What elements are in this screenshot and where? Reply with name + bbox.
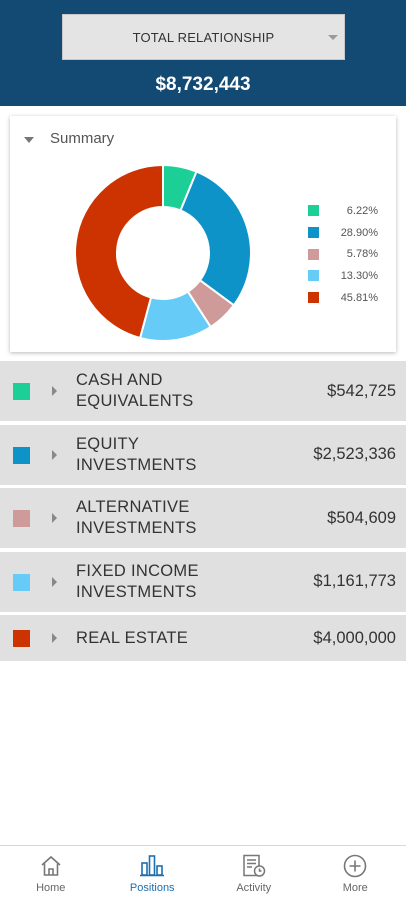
position-row-equity[interactable]: EQUITY INVESTMENTS $2,523,336 (0, 424, 406, 485)
position-name: CASH AND EQUIVALENTS (76, 371, 194, 410)
legend-item: 28.90% (308, 222, 378, 244)
relationship-select-label: TOTAL RELATIONSHIP (132, 29, 275, 45)
plus-circle-icon (343, 854, 367, 878)
legend-swatch (308, 270, 319, 282)
positions-list: CASH AND EQUIVALENTS $542,725 EQUITY INV… (0, 361, 406, 665)
legend-percent: 45.81% (340, 291, 378, 304)
donut-slice[interactable] (179, 170, 252, 307)
summary-card: Summary 6.22% 28.90% 5.78% 13.30% 45.81% (10, 116, 396, 352)
position-amount: $542,725 (327, 381, 396, 400)
legend-item: 45.81% (308, 287, 378, 309)
position-amount: $1,161,773 (313, 572, 396, 590)
nav-activity[interactable]: Activity (203, 846, 305, 900)
legend-percent: 13.30% (340, 269, 378, 282)
collapse-triangle-icon (24, 136, 34, 143)
nav-more-label: More (342, 882, 368, 894)
category-swatch (13, 446, 30, 464)
donut-chart (74, 163, 252, 342)
donut-slice[interactable] (74, 163, 164, 340)
category-swatch (13, 630, 30, 647)
chevron-right-icon (52, 576, 57, 587)
position-row-alternative[interactable]: ALTERNATIVE INVESTMENTS $504,609 (0, 488, 406, 548)
nav-home[interactable]: Home (0, 846, 102, 900)
position-name: FIXED INCOME INVESTMENTS (76, 561, 199, 601)
chevron-right-icon (52, 513, 57, 523)
bar-chart-icon (140, 855, 165, 877)
nav-more[interactable]: More (305, 846, 406, 900)
bottom-nav: Home Positions Activity More (0, 845, 406, 900)
summary-toggle[interactable]: Summary (24, 130, 114, 147)
legend-item: 6.22% (308, 200, 378, 222)
total-value: $8,732,443 (155, 74, 251, 95)
chevron-right-icon (52, 449, 57, 460)
category-swatch (13, 510, 30, 527)
legend-item: 5.78% (308, 243, 378, 265)
summary-label: Summary (50, 130, 115, 147)
position-name: EQUITY INVESTMENTS (76, 434, 197, 474)
relationship-select[interactable]: TOTAL RELATIONSHIP (62, 14, 345, 60)
position-row-cash[interactable]: CASH AND EQUIVALENTS $542,725 (0, 361, 406, 421)
legend-swatch (308, 227, 319, 239)
legend-percent: 28.90% (340, 226, 378, 239)
legend-percent: 6.22% (346, 204, 378, 217)
nav-home-label: Home (36, 882, 66, 894)
position-amount: $2,523,336 (313, 445, 396, 463)
nav-positions-label: Positions (129, 882, 175, 894)
legend-swatch (308, 248, 319, 260)
category-swatch (13, 573, 30, 591)
nav-activity-label: Activity (236, 882, 272, 894)
position-name: REAL ESTATE (76, 628, 189, 647)
position-row-real-estate[interactable]: REAL ESTATE $4,000,000 (0, 615, 406, 661)
chevron-right-icon (52, 633, 57, 643)
legend-percent: 5.78% (346, 248, 378, 261)
position-row-fixed-income[interactable]: FIXED INCOME INVESTMENTS $1,161,773 (0, 551, 406, 612)
chart-legend: 6.22% 28.90% 5.78% 13.30% 45.81% (308, 200, 378, 308)
nav-positions[interactable]: Positions (102, 846, 204, 900)
position-amount: $504,609 (327, 508, 396, 527)
home-icon (41, 855, 61, 876)
legend-swatch (308, 205, 319, 217)
legend-swatch (308, 292, 319, 304)
activity-icon (243, 854, 265, 877)
position-amount: $4,000,000 (313, 628, 396, 647)
legend-item: 13.30% (308, 265, 378, 287)
chevron-down-icon (328, 35, 338, 40)
header: TOTAL RELATIONSHIP $8,732,443 (0, 0, 406, 106)
position-name: ALTERNATIVE INVESTMENTS (76, 498, 197, 537)
category-swatch (13, 383, 30, 400)
chevron-right-icon (52, 386, 57, 396)
